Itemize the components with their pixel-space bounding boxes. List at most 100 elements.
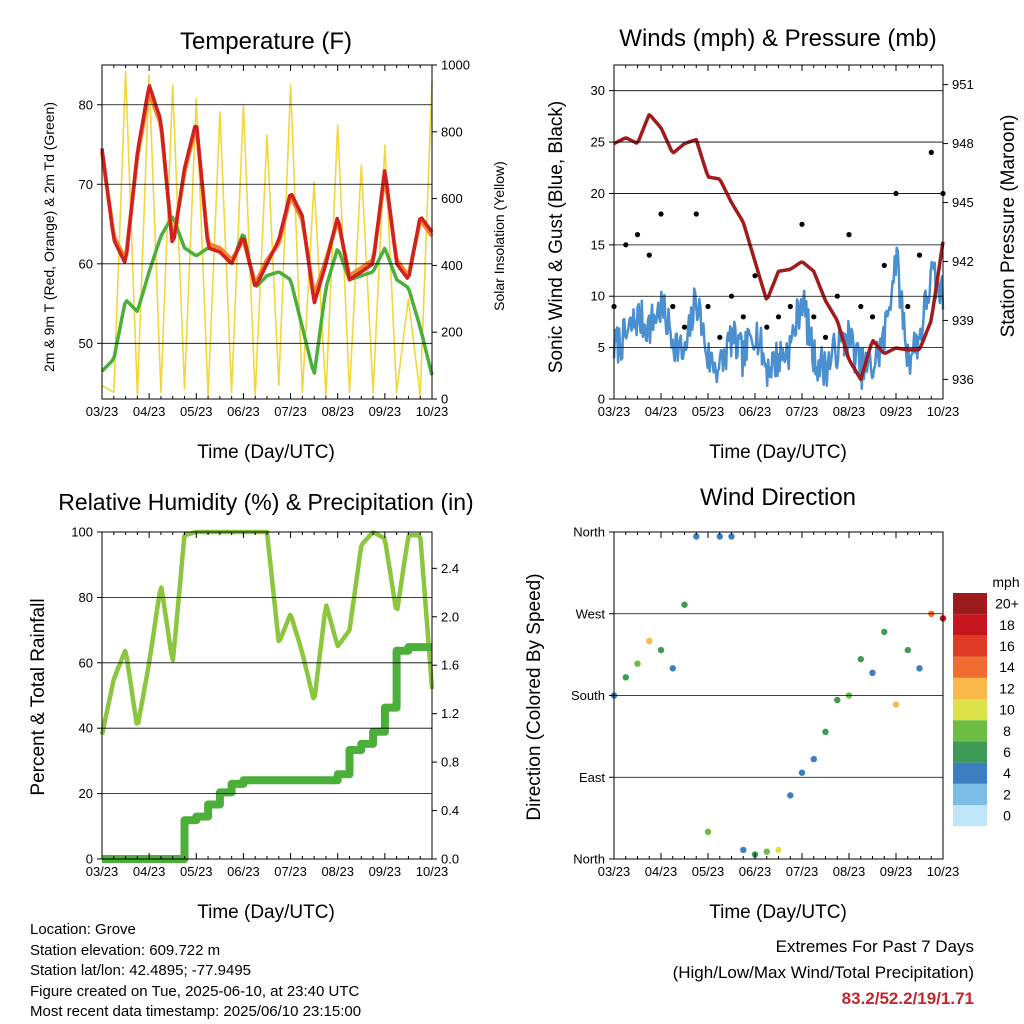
winds-axes: 03/23 04/23 05/23 06/23 07/23 08/23 09/23 10/23… xyxy=(591,64,974,419)
y-tick-label: 0 xyxy=(598,392,605,407)
direction-tick-label: South xyxy=(571,688,605,703)
direction-point xyxy=(810,755,817,763)
temperature-ylabel-right: Solar Insolation (Yellow) xyxy=(491,161,507,311)
x-tick-label: 05/23 xyxy=(692,864,725,879)
humidity-xlabel: Time (Day/UTC) xyxy=(197,902,335,923)
gust-point xyxy=(811,314,817,320)
direction-point xyxy=(787,792,794,799)
legend-swatch xyxy=(953,720,987,742)
direction-point xyxy=(634,660,641,667)
legend-swatch xyxy=(953,805,987,827)
x-tick-label: 07/23 xyxy=(786,404,819,419)
winds-ylabel-right: Station Pressure (Maroon) xyxy=(998,115,1019,338)
direction-tick-label: North xyxy=(573,525,605,540)
gust-point xyxy=(693,211,699,217)
legend-swatch xyxy=(953,783,987,805)
x-tick-label: 03/23 xyxy=(598,404,631,419)
extremes-values: 83.2/52.2/19/1.71 xyxy=(841,989,974,1008)
winds-series xyxy=(611,113,946,390)
y2-tick-label: 600 xyxy=(441,191,463,206)
direction-point xyxy=(740,846,747,854)
direction-point xyxy=(704,828,712,835)
x-tick-label: 09/23 xyxy=(880,404,913,419)
extremes-box: Extremes For Past 7 Days (High/Low/Max W… xyxy=(673,934,974,1012)
y2-tick-label: 939 xyxy=(952,313,974,328)
y-tick-label: 25 xyxy=(591,135,605,150)
legend-swatch xyxy=(953,635,987,657)
x-tick-label: 10/23 xyxy=(927,404,960,419)
direction-point xyxy=(669,665,676,672)
y2-tick-label: 936 xyxy=(952,372,974,387)
gust-point xyxy=(881,262,887,268)
direction-point xyxy=(716,533,723,540)
y-tick-label: 30 xyxy=(591,83,605,98)
direction-point xyxy=(892,701,900,708)
x-tick-label: 09/23 xyxy=(880,864,913,879)
legend-label: 0 xyxy=(1003,808,1011,824)
x-tick-label: 04/23 xyxy=(133,864,166,879)
direction-point xyxy=(622,674,629,681)
direction-point xyxy=(834,696,841,704)
y2-tick-label: 400 xyxy=(441,258,463,273)
winds-title: Winds (mph) & Pressure (mb) xyxy=(619,25,936,52)
direction-point xyxy=(657,646,665,654)
gust-point xyxy=(869,314,876,320)
temperature-series xyxy=(100,70,434,397)
y-tick-label: 60 xyxy=(79,256,93,271)
direction-point xyxy=(775,846,782,854)
x-tick-label: 09/23 xyxy=(369,404,402,419)
x-tick-label: 10/23 xyxy=(416,404,449,419)
direction-axes: 03/23 04/23 05/23 06/23 07/23 08/23 09/23 10/23… xyxy=(571,525,959,880)
direction-tick-label: West xyxy=(576,606,606,621)
x-tick-label: 06/23 xyxy=(227,864,260,879)
precip-line xyxy=(102,643,432,863)
x-tick-label: 05/23 xyxy=(692,404,725,419)
direction-ylabel-left: Direction (Colored By Speed) xyxy=(524,573,545,820)
temperature-axes: 03/23 04/23 05/23 06/23 07/23 08/23 09/23 10/23… xyxy=(79,58,470,420)
station-info: Location: Grove Station elevation: 609.7… xyxy=(30,920,361,1023)
legend-label: 12 xyxy=(999,680,1015,696)
direction-point xyxy=(869,669,876,676)
y-tick-label: 15 xyxy=(591,237,605,252)
gust-point xyxy=(787,303,793,310)
y-tick-label: 60 xyxy=(79,655,93,670)
y2-tick-label: 2.4 xyxy=(441,561,459,576)
direction-title: Wind Direction xyxy=(700,484,856,511)
gust-point xyxy=(764,324,770,330)
x-tick-label: 07/23 xyxy=(786,864,819,879)
direction-point xyxy=(881,628,888,636)
legend-label: 6 xyxy=(1003,744,1011,760)
gust-point xyxy=(670,303,676,310)
gust-point xyxy=(658,211,664,217)
y-tick-label: 5 xyxy=(598,340,605,355)
y2-tick-label: 1000 xyxy=(441,58,470,73)
y2-tick-label: 0.4 xyxy=(441,803,459,818)
x-tick-label: 04/23 xyxy=(133,404,166,419)
y-tick-label: 10 xyxy=(591,289,605,304)
direction-xlabel: Time (Day/UTC) xyxy=(709,902,847,923)
humidity-title: Relative Humidity (%) & Precipitation (i… xyxy=(58,489,473,515)
x-tick-label: 08/23 xyxy=(321,864,354,879)
dewpoint-line xyxy=(100,215,434,376)
gust-point xyxy=(916,252,923,258)
legend-label: 20+ xyxy=(995,596,1019,612)
y2-tick-label: 945 xyxy=(952,195,974,210)
direction-panel: Wind Direction 03/23 04/23 05/23 06/23 07/23… xyxy=(524,484,1020,923)
legend-label: 2 xyxy=(1003,786,1011,802)
direction-point xyxy=(857,656,864,663)
direction-point xyxy=(822,728,829,735)
plot-frame xyxy=(101,531,433,860)
temperature-xlabel: Time (Day/UTC) xyxy=(197,442,335,463)
direction-point xyxy=(681,601,688,608)
legend-label: 10 xyxy=(999,702,1015,718)
legend-swatch xyxy=(953,677,987,699)
x-tick-label: 03/23 xyxy=(86,864,119,879)
x-tick-label: 05/23 xyxy=(180,404,213,419)
legend-title: mph xyxy=(992,574,1019,590)
humidity-panel: Relative Humidity (%) & Precipitation (i… xyxy=(28,489,474,923)
y-tick-label: 100 xyxy=(71,525,93,540)
gust-point xyxy=(846,232,852,238)
figure-created: Figure created on Tue, 2025-06-10, at 23… xyxy=(30,982,360,1000)
station-location: Location: Grove xyxy=(30,921,136,938)
